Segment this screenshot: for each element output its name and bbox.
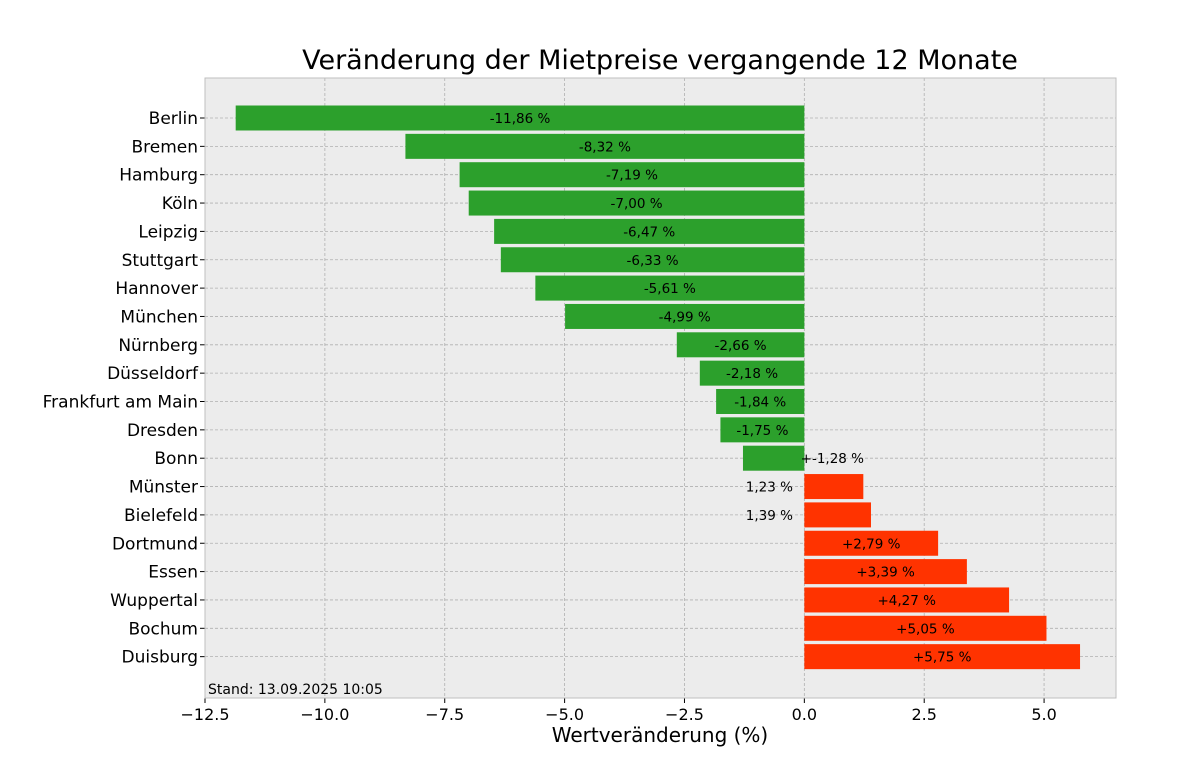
category-label: Hamburg — [119, 166, 198, 186]
data-label: -4,99 % — [659, 309, 711, 325]
bar — [235, 105, 805, 131]
bar — [804, 615, 1047, 641]
bar — [742, 445, 805, 471]
category-label: Dresden — [127, 421, 198, 441]
category-labels: Berlin Bremen Hamburg Köln Leipzig Stuttgart H… — [43, 109, 205, 668]
bar — [500, 247, 805, 273]
category-label: Düsseldorf — [107, 364, 199, 384]
timestamp-footnote: Stand: 13.09.2025 10:05 — [208, 682, 383, 698]
category-label: Köln — [162, 194, 198, 214]
category-label: Berlin — [149, 109, 198, 129]
x-tick-label: −10.0 — [300, 705, 349, 724]
x-tick-label: 0.0 — [792, 705, 817, 724]
data-label: +-1,28 % — [801, 451, 865, 467]
category-label: Bielefeld — [124, 506, 198, 526]
plot-frame — [204, 77, 1117, 699]
category-label: Stuttgart — [122, 251, 199, 271]
data-label: -8,32 % — [579, 139, 631, 155]
bar — [459, 162, 805, 188]
x-axis-label: Wertveränderung (%) — [552, 723, 769, 747]
bar — [804, 587, 1010, 613]
category-label: Wuppertal — [110, 591, 198, 611]
bar — [405, 133, 805, 159]
bar — [699, 360, 805, 386]
category-label: Nürnberg — [118, 336, 198, 356]
data-label: -5,61 % — [644, 281, 696, 297]
data-label: -6,47 % — [623, 224, 675, 240]
bar — [804, 644, 1081, 670]
bar — [494, 218, 805, 244]
data-label: -1,75 % — [736, 423, 788, 439]
data-label: -7,00 % — [610, 196, 662, 212]
x-tick-label: −2.5 — [665, 705, 704, 724]
bar — [804, 530, 939, 556]
data-label: -2,66 % — [715, 338, 767, 354]
x-tick-label: −12.5 — [180, 705, 229, 724]
data-label: -11,86 % — [490, 111, 551, 127]
data-label: 1,23 % — [746, 480, 793, 496]
x-axis-ticks: −12.5 −10.0 −7.5 −5.0 −2.5 0.0 2.5 5.0 — [180, 698, 1057, 724]
data-label: -1,84 % — [734, 395, 786, 411]
category-label: Frankfurt am Main — [43, 393, 198, 413]
bar — [565, 303, 805, 329]
x-tick-label: 2.5 — [911, 705, 936, 724]
bar — [804, 502, 871, 528]
category-label: Duisburg — [122, 648, 199, 668]
data-label: -7,19 % — [606, 168, 658, 184]
category-label: München — [120, 307, 198, 327]
category-label: Bremen — [131, 137, 198, 157]
category-label: Leipzig — [138, 222, 198, 242]
category-label: Hannover — [115, 279, 198, 299]
data-label: -2,18 % — [726, 366, 778, 382]
chart-title: Veränderung der Mietpreise vergangende 1… — [302, 45, 1018, 76]
bars — [235, 105, 1081, 670]
category-label: Münster — [129, 478, 198, 498]
data-label: 1,39 % — [746, 508, 793, 524]
x-tick-label: −7.5 — [425, 705, 464, 724]
category-label: Bonn — [154, 449, 198, 469]
x-tick-label: −5.0 — [545, 705, 584, 724]
bar — [468, 190, 805, 216]
bar — [676, 332, 805, 358]
data-label: +3,39 % — [856, 565, 915, 581]
data-labels: -11,86 % -8,32 % -7,19 % -7,00 % -6,47 % -6,3… — [490, 111, 972, 666]
data-label: +4,27 % — [877, 593, 936, 609]
bar — [535, 275, 805, 301]
bar — [720, 417, 805, 443]
data-label: -6,33 % — [627, 253, 679, 269]
category-label: Dortmund — [112, 534, 198, 554]
data-label: +5,05 % — [896, 621, 955, 637]
bar — [716, 389, 805, 414]
bar — [804, 474, 864, 500]
bar — [804, 559, 967, 585]
category-label: Essen — [148, 563, 198, 583]
x-tick-label: 5.0 — [1031, 705, 1056, 724]
data-label: +2,79 % — [842, 536, 901, 552]
data-label: +5,75 % — [913, 650, 972, 666]
category-label: Bochum — [128, 619, 198, 639]
